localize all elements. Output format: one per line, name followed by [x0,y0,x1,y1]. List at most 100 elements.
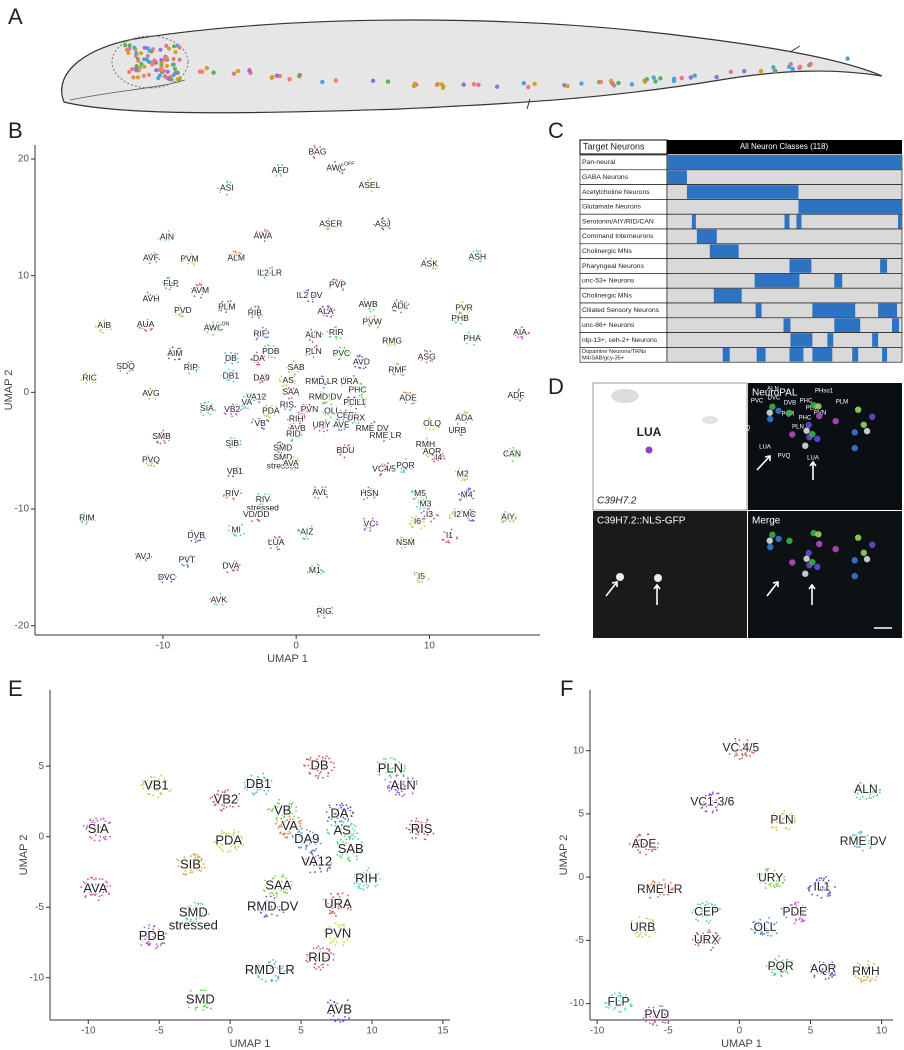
neuron-dot [247,68,252,73]
cell-dot [362,321,365,324]
cell-dot [323,381,325,384]
cell-dot [370,305,373,308]
row-label: nlp-13+, ceh-2+ Neurons [582,337,658,344]
merge-cell [814,563,821,571]
cell-dot [224,361,226,364]
cell-dot [218,309,221,312]
cell-dot [300,827,303,830]
cell-dot [275,270,278,273]
cell-dot [305,758,308,761]
cell-dot [371,304,374,307]
gray-cells [611,389,639,403]
cell-dot [314,849,316,852]
cluster-label: DB [310,758,328,773]
cluster-label: RME LR [637,882,683,896]
cell-dot [312,351,314,354]
cell-dot [238,792,241,795]
cell-dot [330,167,333,170]
cell-dot [266,344,269,347]
cell-dot [323,379,325,382]
cell-dot [232,308,235,311]
cell-dot [741,757,743,760]
cell-dot [292,360,295,363]
cluster-label: OLL [754,920,777,934]
cluster-label: RID [308,949,330,964]
cell-dot [348,838,351,841]
cell-dot [209,797,212,800]
cell-dot [353,390,356,393]
cell-dot [324,220,327,222]
cell-dot [233,352,236,355]
cell-dot [374,885,377,888]
cell-dot [152,256,155,259]
cell-dot [335,219,337,222]
neuron-dot [138,51,143,56]
cell-dot [388,784,390,787]
cell-dot [313,144,316,147]
cell-dot [313,871,316,873]
cell-dot [369,182,372,184]
cell-dot [273,356,276,359]
cell-dot [433,517,435,520]
cell-dot [275,349,277,352]
cell-dot [275,892,278,895]
cluster [303,288,320,303]
cell-dot [272,958,275,961]
cell-dot [377,325,380,327]
cell-dot [276,269,278,271]
cell-dot [711,811,714,814]
cell-dot [326,222,329,225]
cell-dot [479,338,482,341]
cell-dot [138,326,141,329]
cell-dot [321,333,324,335]
cell-dot [306,349,308,352]
neuron-dot [616,80,621,86]
cell-dot [454,321,457,324]
cell-dot [357,356,360,359]
cell-dot [348,1016,351,1019]
neuron-dot [771,65,776,70]
cell-dot [716,809,718,811]
cell-dot [328,757,331,760]
cell-dot [691,911,694,914]
cluster-label: RIF [253,328,267,338]
cluster [328,160,345,175]
cell-dot [474,340,477,343]
cell-dot [862,796,864,798]
cell-dot [638,916,641,919]
cell-dot [197,539,199,542]
cell-dot [93,839,96,842]
cell-dot [369,178,372,180]
cluster-label: PVT [179,555,196,565]
cell-dot [514,329,516,332]
cell-dot [336,351,339,353]
cell-dot [307,300,310,303]
cell-dot [426,351,429,354]
cell-dot [479,260,481,263]
cell-dot [254,358,257,361]
cell-dot [336,353,338,356]
cell-dot [136,323,139,326]
neuron-dot [434,82,440,87]
cell-dot [468,310,471,313]
cluster [462,331,482,346]
cell-dot [323,430,325,433]
cell-dot [351,811,354,814]
cell-dot [143,296,146,299]
cell-dot [281,384,284,387]
neuropal-cell [851,444,858,452]
cell-dot [128,362,130,365]
cell-dot [349,352,352,355]
cell-dot [229,181,232,184]
gfp-cell [616,573,624,581]
x-tick-label: -5 [664,1026,673,1037]
cell-dot [360,186,363,188]
cell-dot [322,313,325,316]
neuron-dot [152,58,157,63]
cluster [166,346,181,361]
x-axis-label: UMAP 1 [230,1038,271,1050]
cell-dot [401,795,404,798]
cell-dot [276,274,278,277]
cell-dot [261,978,263,981]
neuron-dot [147,60,152,65]
